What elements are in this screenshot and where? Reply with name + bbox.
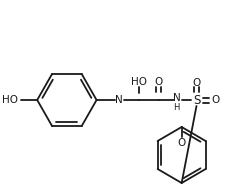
Text: HO: HO [1, 95, 17, 105]
Text: N: N [173, 93, 181, 103]
Text: O: O [211, 95, 219, 105]
Text: S: S [193, 93, 200, 106]
Text: HO: HO [131, 77, 147, 87]
Text: N: N [115, 95, 123, 105]
Text: O: O [178, 138, 186, 148]
Text: O: O [192, 78, 201, 88]
Text: H: H [174, 103, 180, 112]
Text: O: O [155, 77, 163, 87]
